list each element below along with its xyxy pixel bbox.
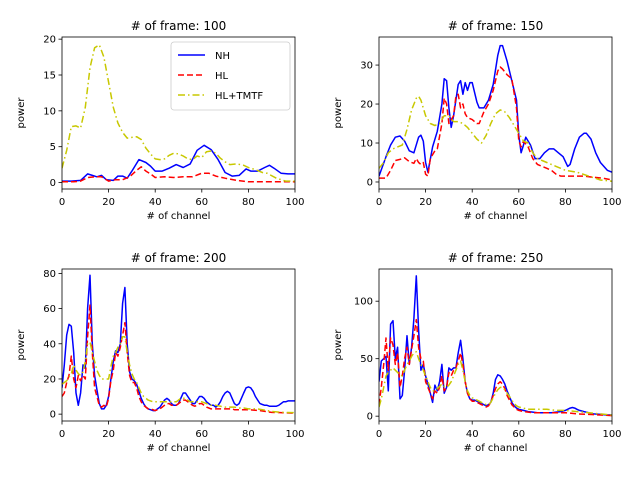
x-tick-label: 40 (466, 197, 479, 208)
x-axis-label: # of channel (147, 211, 211, 222)
y-tick-label: 30 (360, 61, 373, 72)
x-tick-label: 60 (195, 197, 208, 208)
y-tick-label: 60 (43, 304, 56, 315)
series-line-nh (62, 274, 295, 412)
chart-panel-3: 0 20 40 60 80 100 0 20 40 60 80 # of frame: 200 # of… (16, 251, 305, 454)
y-tick-label: 15 (43, 71, 56, 82)
y-tick-label: 40 (43, 339, 56, 350)
x-tick-label: 80 (559, 197, 572, 208)
y-tick-label: 10 (360, 139, 373, 150)
series-line-nh (379, 275, 612, 416)
y-tick-label: 10 (43, 106, 56, 117)
y-axis-label: power (333, 329, 344, 361)
x-axis-label: # of channel (464, 443, 528, 454)
series-group (379, 44, 612, 182)
y-tick-label: 0 (367, 412, 373, 423)
chart-title: # of frame: 100 (131, 19, 227, 33)
y-axis-label: power (16, 329, 27, 361)
x-tick-label: 80 (242, 197, 255, 208)
legend-label: HL+TMTF (215, 91, 263, 102)
series-group (62, 274, 295, 415)
series-line-hl (62, 304, 295, 415)
legend-label: NH (215, 51, 230, 62)
x-tick-label: 80 (242, 429, 255, 440)
x-tick-label: 60 (195, 429, 208, 440)
x-tick-label: 40 (466, 429, 479, 440)
chart-title: # of frame: 150 (448, 19, 544, 33)
axes-frame (61, 36, 296, 190)
x-tick-label: 60 (512, 197, 525, 208)
axes-frame (378, 36, 613, 190)
y-tick-label: 100 (354, 297, 373, 308)
x-axis-label: # of channel (464, 211, 528, 222)
series-line-hl-tmtf (379, 95, 612, 182)
chart-title: # of frame: 200 (131, 251, 227, 265)
series-line-nh (379, 44, 612, 177)
x-tick-label: 100 (285, 197, 304, 208)
legend: NH HL HL+TMTF (170, 41, 291, 111)
x-tick-label: 80 (559, 429, 572, 440)
x-tick-label: 20 (102, 197, 115, 208)
axes-frame (61, 268, 296, 422)
y-tick-label: 50 (360, 354, 373, 365)
x-tick-label: 20 (419, 429, 432, 440)
chart-panel-1: 0 20 40 60 80 100 0 5 10 15 20 # of frame: 100 # of … (16, 19, 305, 222)
y-tick-label: 0 (367, 177, 373, 188)
x-tick-label: 0 (376, 197, 382, 208)
series-line-hl-tmtf (379, 351, 612, 416)
series-line-hl (62, 166, 295, 183)
chart-title: # of frame: 250 (448, 251, 544, 265)
series-line-nh (62, 144, 295, 182)
series-line-hl-tmtf (62, 44, 295, 182)
x-tick-label: 100 (602, 197, 621, 208)
x-tick-label: 40 (149, 197, 162, 208)
x-tick-label: 0 (59, 197, 65, 208)
x-tick-label: 20 (102, 429, 115, 440)
y-tick-label: 0 (50, 410, 56, 421)
x-tick-label: 60 (512, 429, 525, 440)
y-tick-label: 5 (50, 142, 56, 153)
axes-frame (378, 268, 613, 422)
y-axis-label: power (333, 97, 344, 129)
x-tick-label: 40 (149, 429, 162, 440)
legend-label: HL (215, 71, 229, 82)
series-line-hl (379, 318, 612, 417)
chart-panel-4: 0 20 40 60 80 100 0 50 100 # of frame: 250 # of ch… (333, 251, 622, 454)
x-tick-label: 0 (59, 429, 65, 440)
x-axis-label: # of channel (147, 443, 211, 454)
y-tick-label: 20 (43, 35, 56, 46)
y-tick-label: 80 (43, 269, 56, 280)
series-line-hl-tmtf (62, 335, 295, 414)
series-line-hl (379, 66, 612, 181)
series-group (62, 44, 295, 183)
y-tick-label: 20 (360, 100, 373, 111)
x-tick-label: 0 (376, 429, 382, 440)
x-tick-label: 100 (602, 429, 621, 440)
y-axis-label: power (16, 97, 27, 129)
y-tick-label: 20 (43, 374, 56, 385)
x-tick-label: 20 (419, 197, 432, 208)
y-tick-label: 0 (50, 178, 56, 189)
series-group (379, 275, 612, 417)
legend-box (170, 41, 291, 111)
chart-panel-2: 0 20 40 60 80 100 0 10 20 30 # of frame: 150 # of c… (333, 19, 622, 222)
x-tick-label: 100 (285, 429, 304, 440)
